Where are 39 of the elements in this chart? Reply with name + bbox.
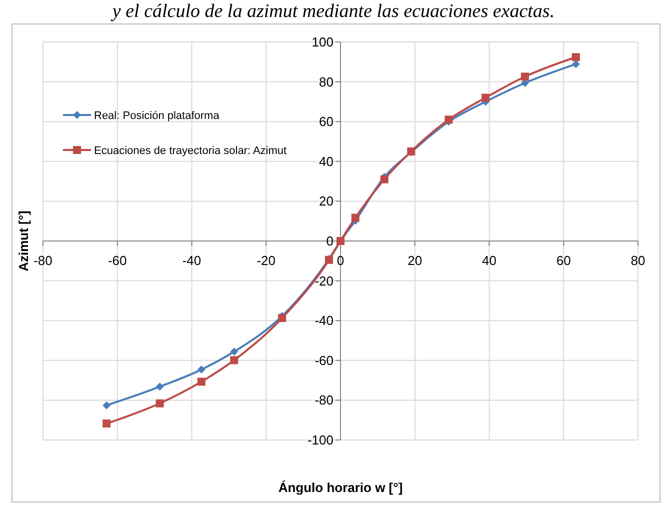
text: y el cálculo de la azimut mediante las ecuaciones exactas. [110, 1, 555, 22]
y-tick-label: 60 [319, 114, 334, 130]
point [520, 72, 529, 81]
x-tick-label: -60 [108, 253, 127, 268]
point [482, 94, 490, 102]
point [572, 60, 580, 68]
point [102, 401, 111, 410]
y-tick-label: -80 [314, 392, 334, 408]
legend-label: Ecuaciones de trayectoria solar: Azimut [94, 145, 287, 157]
x-tick-label: 60 [556, 253, 571, 268]
point [351, 214, 360, 222]
y-tick-label: -60 [314, 352, 334, 368]
x-tick-label: -40 [182, 253, 202, 268]
y-tick-label: 20 [319, 194, 334, 209]
y-tick-label: 80 [319, 74, 334, 90]
point [197, 378, 206, 386]
x-tick-label: -20 [256, 253, 276, 268]
x-tick-label: 20 [408, 253, 422, 268]
x-tick-label: 40 [482, 253, 496, 268]
point [572, 53, 580, 62]
point [197, 366, 206, 374]
x-axis-title: Ángulo horario w [°] [278, 480, 403, 495]
y-axis-title: Azimut [°] [16, 210, 31, 272]
y-tick-label: -40 [314, 313, 334, 328]
point [102, 419, 111, 428]
x-tick-label: -80 [34, 253, 52, 268]
point [380, 175, 388, 184]
point [230, 356, 238, 364]
point [230, 348, 238, 356]
x-tick-label: 80 [630, 253, 646, 268]
point [156, 399, 164, 408]
point [156, 382, 164, 391]
y-tick-label: -100 [307, 432, 334, 448]
y-tick-label: 100 [312, 34, 334, 50]
y-tick-label: 40 [319, 154, 334, 169]
legend-label: Real: Posición plataforma [94, 110, 220, 122]
y-tick-label: -20 [314, 273, 334, 288]
y-tick-label: 0 [326, 234, 334, 248]
x-tick-label: 0 [336, 253, 344, 268]
